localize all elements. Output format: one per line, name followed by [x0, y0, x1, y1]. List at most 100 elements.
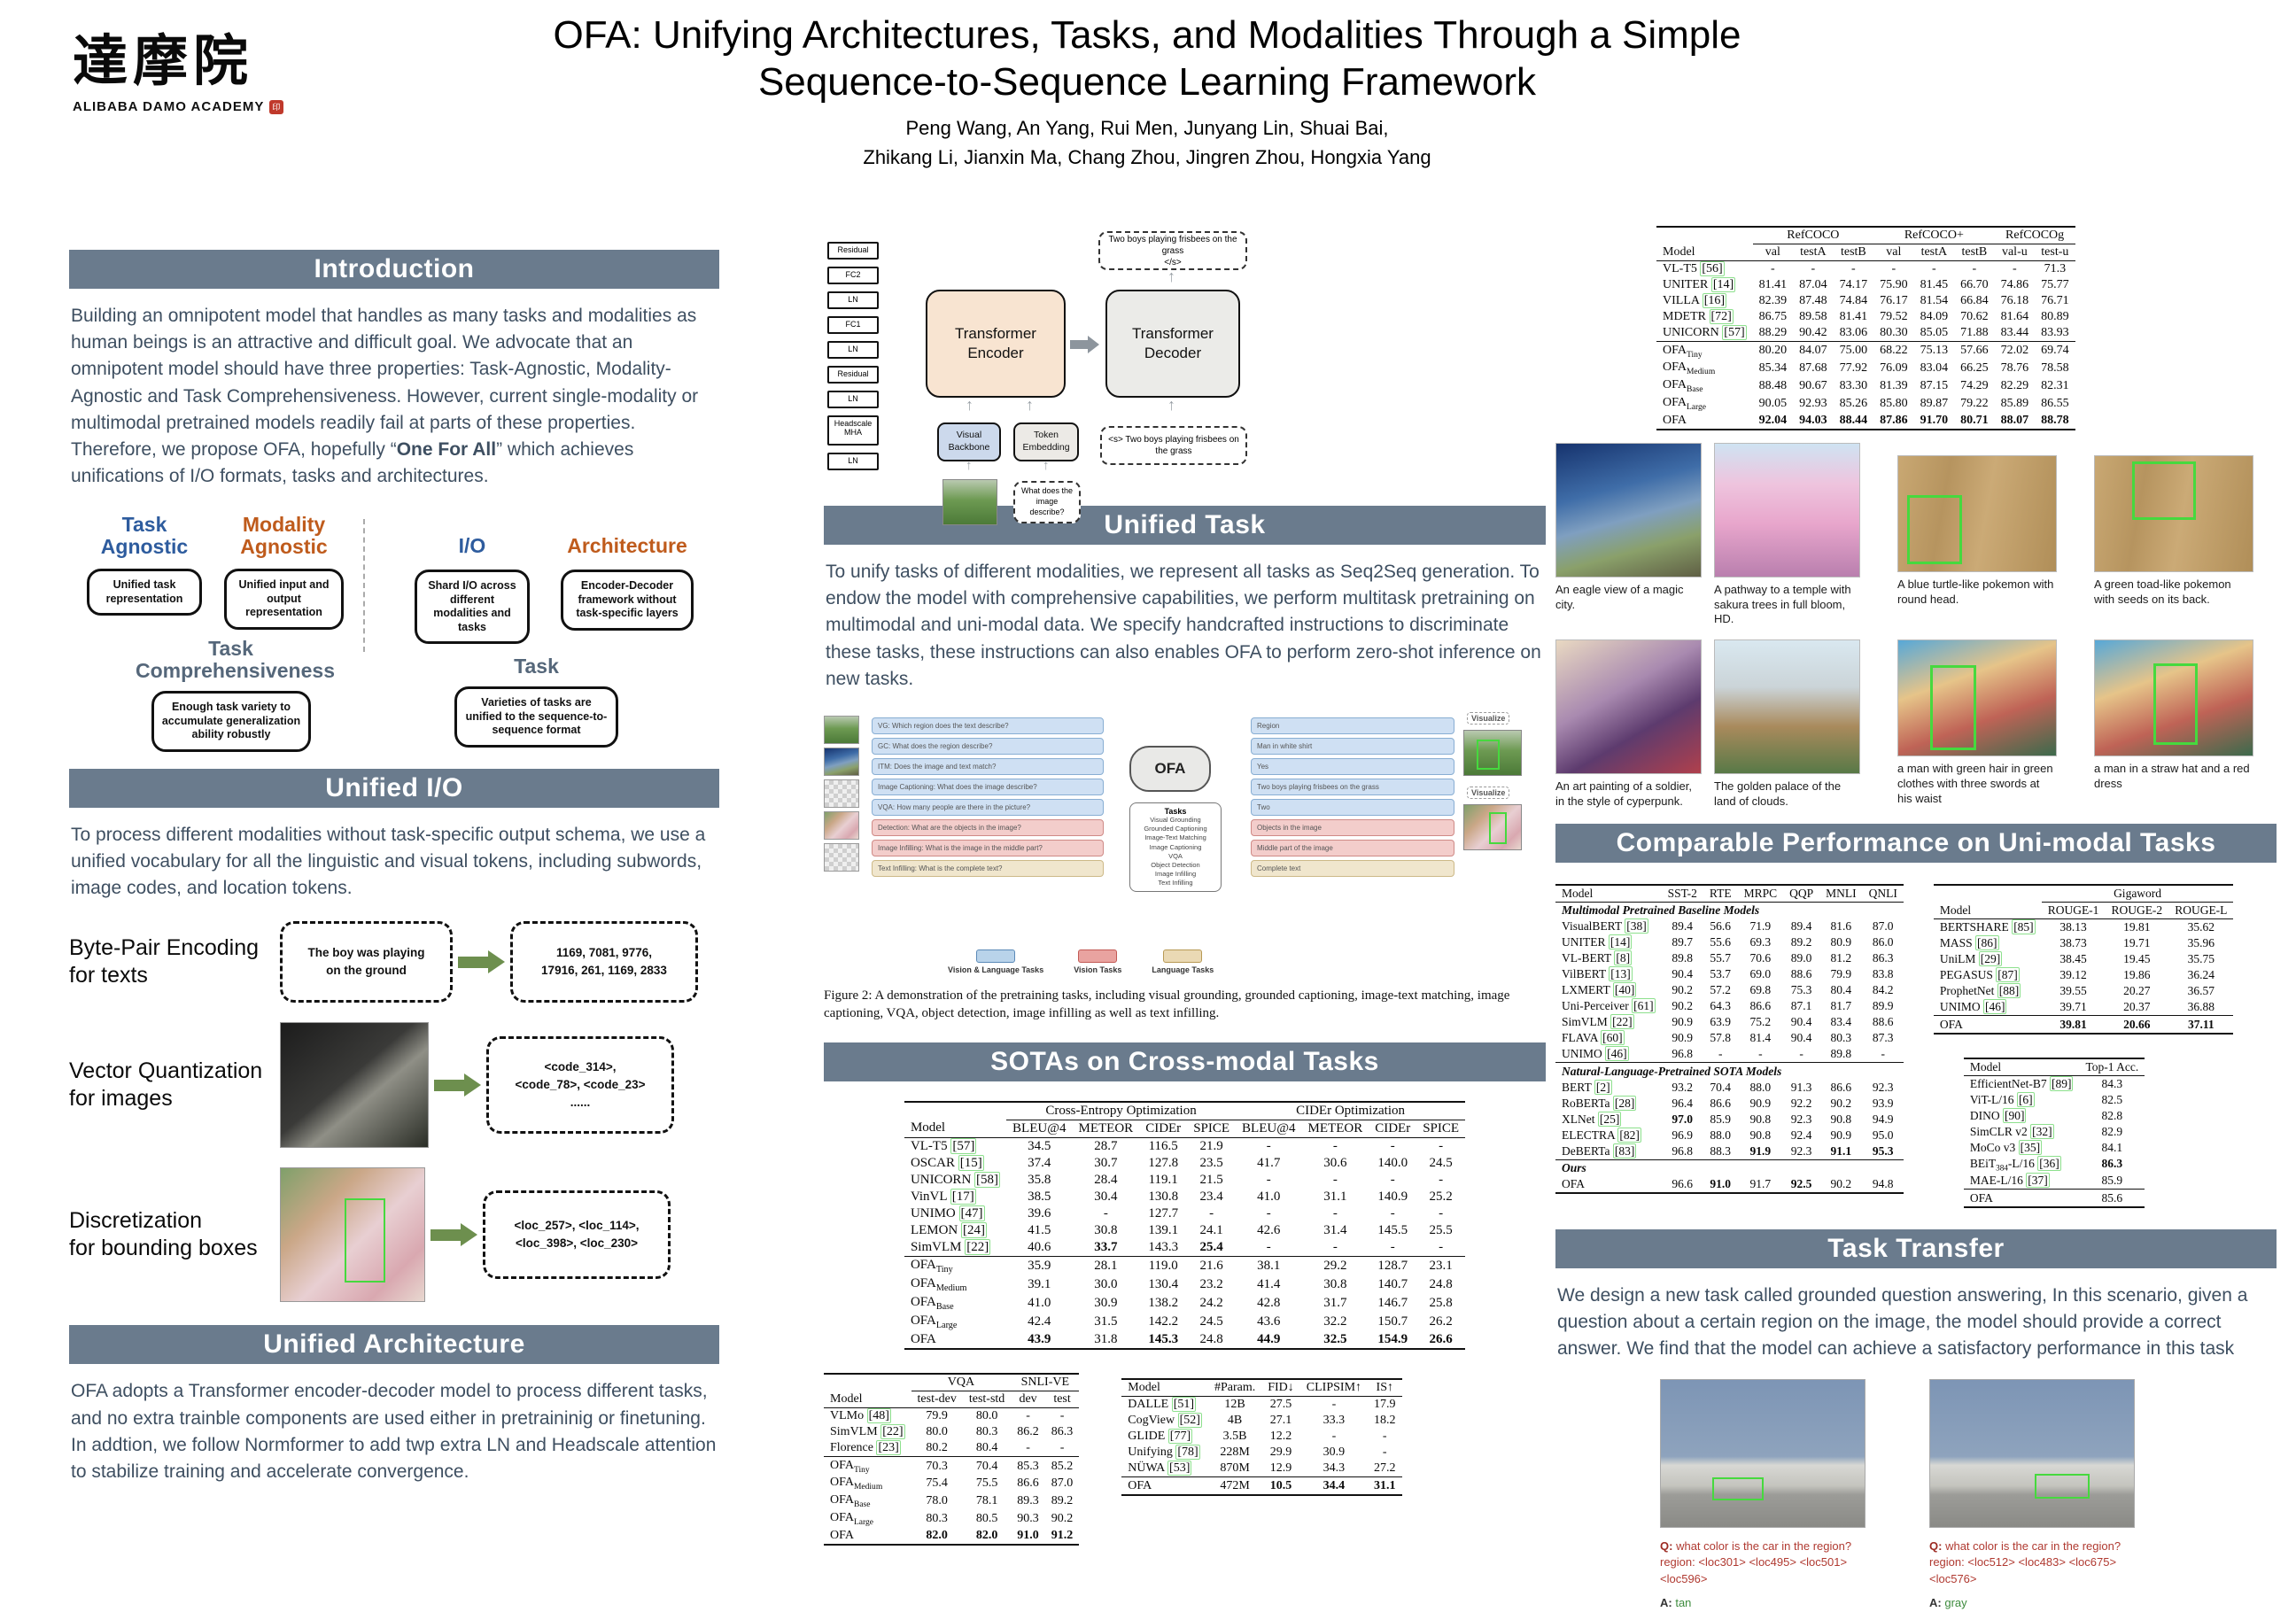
- gallery-card: a man with green hair in green clothes w…: [1897, 639, 2057, 810]
- prop-task-compr-box: Enough task variety to accumulate genera…: [151, 691, 311, 753]
- authors: Peng Wang, An Yang, Rui Men, Junyang Lin…: [354, 113, 1940, 172]
- stack-residual-2: Residual: [827, 366, 879, 384]
- green-arrow-icon: [458, 950, 505, 974]
- unified-task-text: To unify tasks of different modalities, …: [826, 562, 1541, 689]
- right-column: RefCOCO RefCOCO+ RefCOCOg Model val testA test…: [1555, 226, 2277, 1612]
- gallery-caption: a man with green hair in green clothes w…: [1897, 762, 2053, 806]
- prop-task-compr-title: Task Comprehensiveness: [136, 636, 335, 682]
- tasks-box-list: Visual Grounding Grounded Captioning Ima…: [1144, 816, 1207, 887]
- loc-label: Discretization for bounding boxes: [69, 1208, 258, 1261]
- gallery-caption: a man in a straw hat and a red dress: [2094, 762, 2250, 791]
- bounding-box: [1712, 1476, 1764, 1500]
- decoder-input-box: <s> Two boys playing frisbees on the gra…: [1100, 426, 1247, 465]
- vq-output-box: <code_314>, <code_78>, <code_23> ......: [486, 1036, 674, 1135]
- gqa-text-1: Q: what color is the car in the region? …: [1660, 1538, 1881, 1612]
- a-label: A:: [1660, 1596, 1672, 1610]
- middle-column: Residual FC2 LN FC1 LN Residual LN Heads…: [824, 224, 1546, 1546]
- bpe-output-box: 1169, 7081, 9776, 17916, 261, 1169, 2833: [510, 921, 698, 1004]
- imagenet-table: Model Top-1 Acc. EfficientNet-B7 [89] 84.3 V…: [1963, 1057, 2145, 1208]
- a-label: A:: [1929, 1596, 1942, 1610]
- question-text: what color is the car in the region? reg…: [1929, 1538, 2121, 1586]
- figure2-legend: Vision & Language Tasks Vision Tasks Lan…: [948, 949, 1214, 974]
- three-properties-diagram: Task Agnostic Unified task representatio…: [69, 513, 719, 753]
- figure2-pretraining-tasks: VG: Which region does the text describe?…: [824, 709, 1546, 974]
- prop-modality-agnostic-box: Unified input and output representation: [224, 569, 344, 631]
- legend-vision: Vision Tasks: [1074, 949, 1121, 974]
- prop-io-title: I/O: [458, 533, 486, 557]
- stack-ln-4: LN: [827, 453, 879, 470]
- gallery-card: The golden palace of the land of clouds.: [1714, 639, 1860, 810]
- prop-architecture-box: Encoder-Decoder framework without task-s…: [561, 569, 694, 631]
- output-bar: Complete text: [1251, 860, 1454, 878]
- task-bar-itm: ITM: Does the image and text match?: [872, 758, 1104, 776]
- bpe-input-box: The boy was playing on the ground: [280, 921, 453, 1004]
- output-bar: Region: [1251, 717, 1454, 735]
- task-bar-detection: Detection: What are the objects in the i…: [872, 819, 1104, 837]
- authors-line2: Zhikang Li, Jianxin Ma, Chang Zhou, Jing…: [863, 145, 1431, 168]
- task-bar-gc: GC: What does the region describe?: [872, 738, 1104, 756]
- house-image-2: [1929, 1378, 2135, 1528]
- visualize-photo: [1463, 730, 1522, 777]
- bounding-box: [1930, 665, 1976, 751]
- q-label: Q:: [1660, 1538, 1673, 1553]
- legend-swatch-red: [1078, 949, 1118, 964]
- damo-academy-logo: 達摩院 ALIBABA DAMO ACADEMY 印: [73, 16, 356, 114]
- instruction-box: What does the image describe?: [1013, 481, 1081, 523]
- figure2-tasks-box: Tasks Visual Grounding Grounded Captioni…: [1129, 802, 1222, 893]
- visual-backbone-box: Visual Backbone: [937, 422, 1001, 461]
- gallery-caption: A pathway to a temple with sakura trees …: [1714, 582, 1851, 626]
- task-bar-vqa: VQA: How many people are there in the pi…: [872, 799, 1104, 817]
- unified-architecture-text: OFA adopts a Transformer encoder-decoder…: [71, 1381, 717, 1483]
- cats-image: [280, 1022, 429, 1149]
- bpe-label: Byte-Pair Encoding for texts: [69, 935, 260, 988]
- stack-ln-1: LN: [827, 291, 879, 309]
- left-column: Introduction Building an omnipotent mode…: [69, 250, 719, 1485]
- gallery-card: A blue turtle-like pokemon with round he…: [1897, 443, 2057, 628]
- gqa-example-1: Q: what color is the car in the region? …: [1660, 1378, 1881, 1612]
- frisbee-photo: [942, 479, 997, 525]
- pokemon-image-1: [1897, 454, 2057, 572]
- green-arrow-icon: [430, 1223, 477, 1247]
- legend-label: Language Tasks: [1152, 965, 1214, 975]
- bounding-box: [1477, 740, 1500, 771]
- gallery-card: A pathway to a temple with sakura trees …: [1714, 442, 1860, 628]
- section-unified-architecture: Unified Architecture: [69, 1325, 719, 1365]
- intro-bold: One For All: [396, 439, 497, 461]
- gallery-caption: An art painting of a soldier, in the sty…: [1555, 779, 1692, 809]
- task-transfer-text: We design a new task called grounded que…: [1557, 1284, 2248, 1360]
- poster-header: OFA: Unifying Architectures, Tasks, and …: [354, 12, 1940, 172]
- house-image-1: [1660, 1378, 1866, 1528]
- output-bar: Yes: [1251, 758, 1454, 776]
- unimodal-right-tables: Gigaword Model ROUGE-1 ROUGE-2 ROUGE-L BERTSH…: [1933, 884, 2234, 1208]
- transformer-architecture-diagram: Residual FC2 LN FC1 LN Residual LN Heads…: [824, 229, 1546, 525]
- up-arrow-icon: ↑: [1026, 396, 1034, 414]
- bounding-box: [1489, 812, 1507, 845]
- gallery-caption: The golden palace of the land of clouds.: [1714, 779, 1842, 809]
- scene-image: [280, 1167, 425, 1303]
- soldier-image: [1555, 639, 1702, 775]
- output-bar: Man in white shirt: [1251, 738, 1454, 756]
- bottom-tables-row: VQA SNLI-VE Model test-dev test-std dev test VL…: [824, 1373, 1546, 1546]
- prop-task-agnostic-box: Unified task representation: [87, 569, 202, 616]
- section-unimodal: Comparable Performance on Uni-modal Task…: [1555, 824, 2277, 864]
- up-arrow-icon: ↑: [1167, 267, 1175, 285]
- up-arrow-icon: ↑: [966, 396, 973, 414]
- legend-swatch-tan: [1163, 949, 1203, 964]
- grounded-qa-examples: Q: what color is the car in the region? …: [1660, 1378, 2277, 1612]
- encoder-decoder-arrow-icon: [1070, 336, 1099, 353]
- gallery-caption: A blue turtle-like pokemon with round he…: [1897, 577, 2054, 606]
- figure2-output-bars: Region Man in white shirt Yes Two boys p…: [1251, 717, 1454, 880]
- unimodal-tables: Model SST-2 RTE MRPC QQP MNLI QNLI Multimodal P…: [1555, 884, 2277, 1208]
- legend-label: Vision & Language Tasks: [948, 965, 1044, 975]
- tasks-box-title: Tasks: [1164, 807, 1187, 817]
- magic-city-image: [1555, 442, 1702, 577]
- output-bar: Objects in the image: [1251, 819, 1454, 837]
- red-seal-icon: 印: [269, 99, 284, 114]
- bounding-box: [2132, 461, 2196, 520]
- question-text: what color is the car in the region? reg…: [1660, 1538, 1852, 1586]
- poster-title-line2: Sequence-to-Sequence Learning Framework: [757, 59, 1537, 104]
- legend-swatch-blue: [976, 949, 1016, 964]
- prop-io-box: Shard I/O across different modalities an…: [415, 569, 530, 645]
- gallery-card: a man in a straw hat and a red dress: [2094, 639, 2253, 810]
- stack-fc1: FC1: [827, 316, 879, 334]
